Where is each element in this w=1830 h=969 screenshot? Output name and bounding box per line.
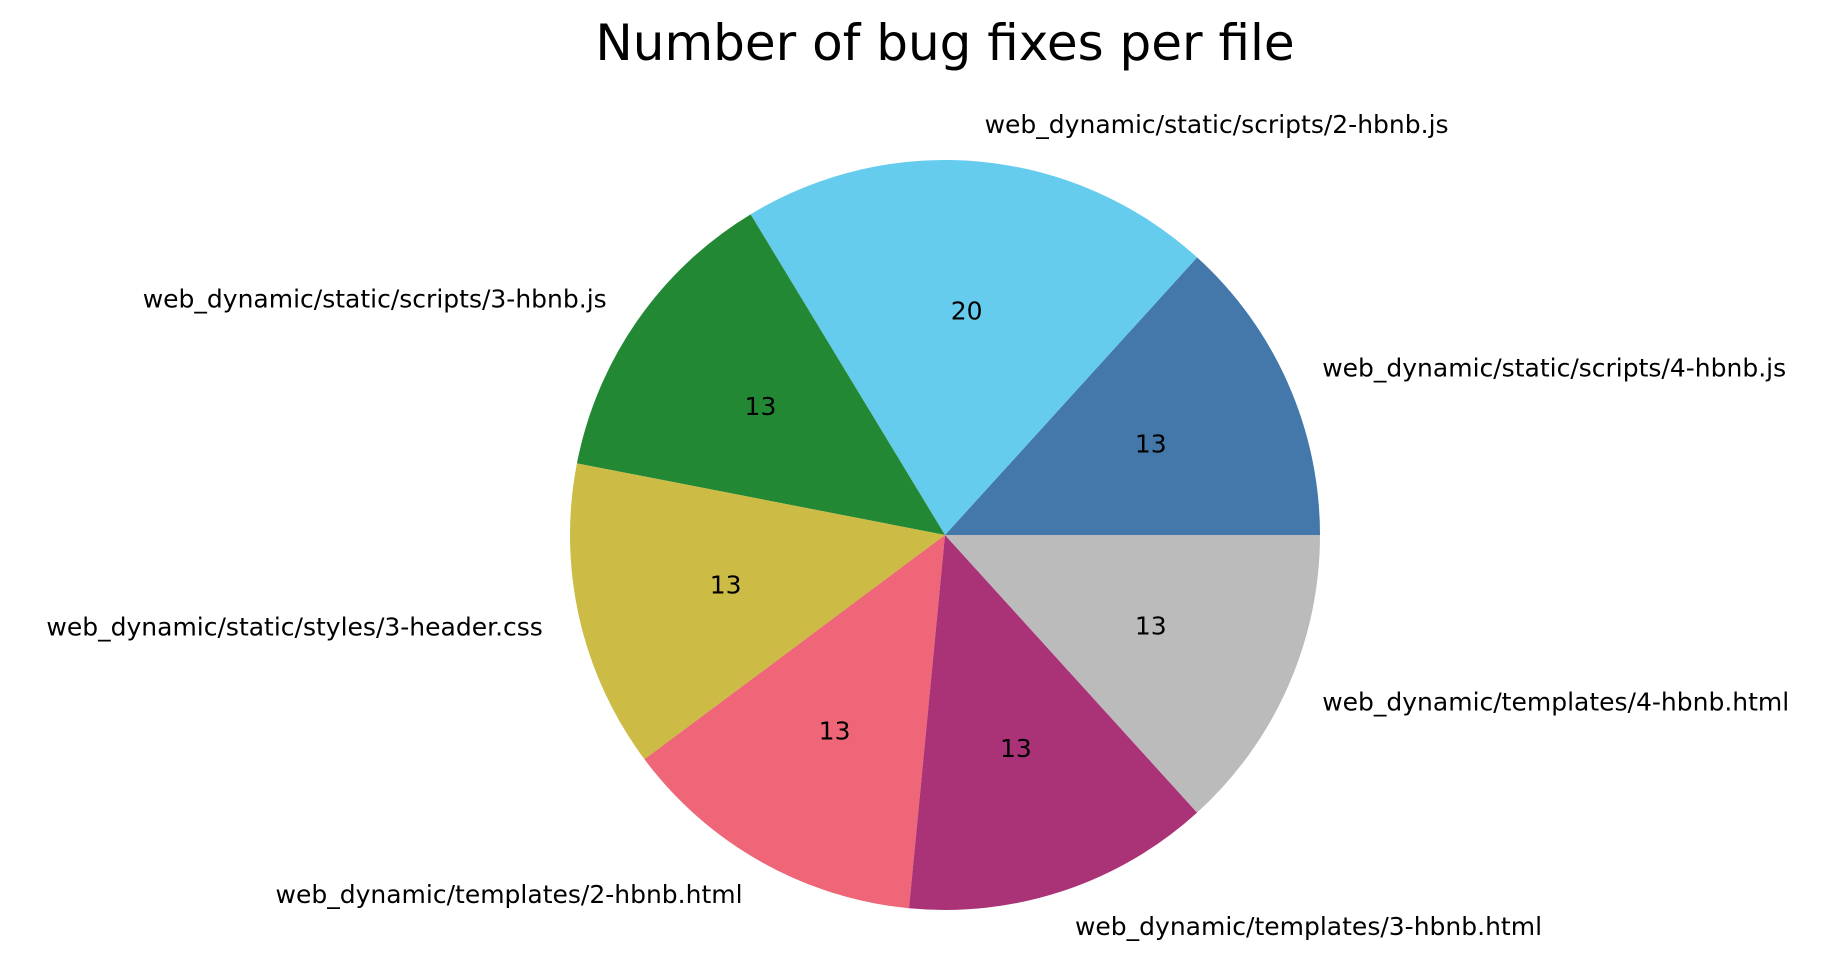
- slice-category-label: web_dynamic/templates/4-hbnb.html: [1322, 687, 1789, 716]
- slice-value-label: 13: [745, 392, 777, 421]
- slice-category-label: web_dynamic/static/scripts/3-hbnb.js: [143, 285, 607, 314]
- pie-slices: [570, 160, 1320, 911]
- pie-slice-5: [644, 535, 945, 909]
- slice-value-label: 13: [1135, 429, 1167, 458]
- slice-value-label: 13: [819, 717, 851, 746]
- slice-value-label: 13: [1135, 612, 1167, 641]
- pie-slice-3: [576, 214, 945, 535]
- pie-slice-1: [945, 257, 1320, 535]
- pie-slice-4: [570, 463, 945, 760]
- pie-slice-6: [908, 535, 1198, 911]
- slice-category-label: web_dynamic/static/scripts/2-hbnb.js: [985, 110, 1449, 139]
- pie-slice-7: [945, 535, 1320, 813]
- pie-slice-2: [750, 160, 1198, 536]
- slice-category-label: web_dynamic/static/styles/3-header.css: [46, 612, 542, 641]
- slice-category-label: web_dynamic/templates/3-hbnb.html: [1075, 912, 1542, 941]
- slice-category-label: web_dynamic/templates/2-hbnb.html: [276, 880, 743, 909]
- slice-value-label: 13: [1000, 734, 1032, 763]
- slice-category-label: web_dynamic/static/scripts/4-hbnb.js: [1322, 354, 1786, 383]
- slice-value-label: 20: [951, 297, 983, 326]
- slice-value-label: 13: [710, 571, 742, 600]
- chart-title: Number of bug fixes per file: [595, 14, 1295, 72]
- pie-labels: 13 web_dynamic/static/scripts/4-hbnb.js 20…: [46, 110, 1789, 941]
